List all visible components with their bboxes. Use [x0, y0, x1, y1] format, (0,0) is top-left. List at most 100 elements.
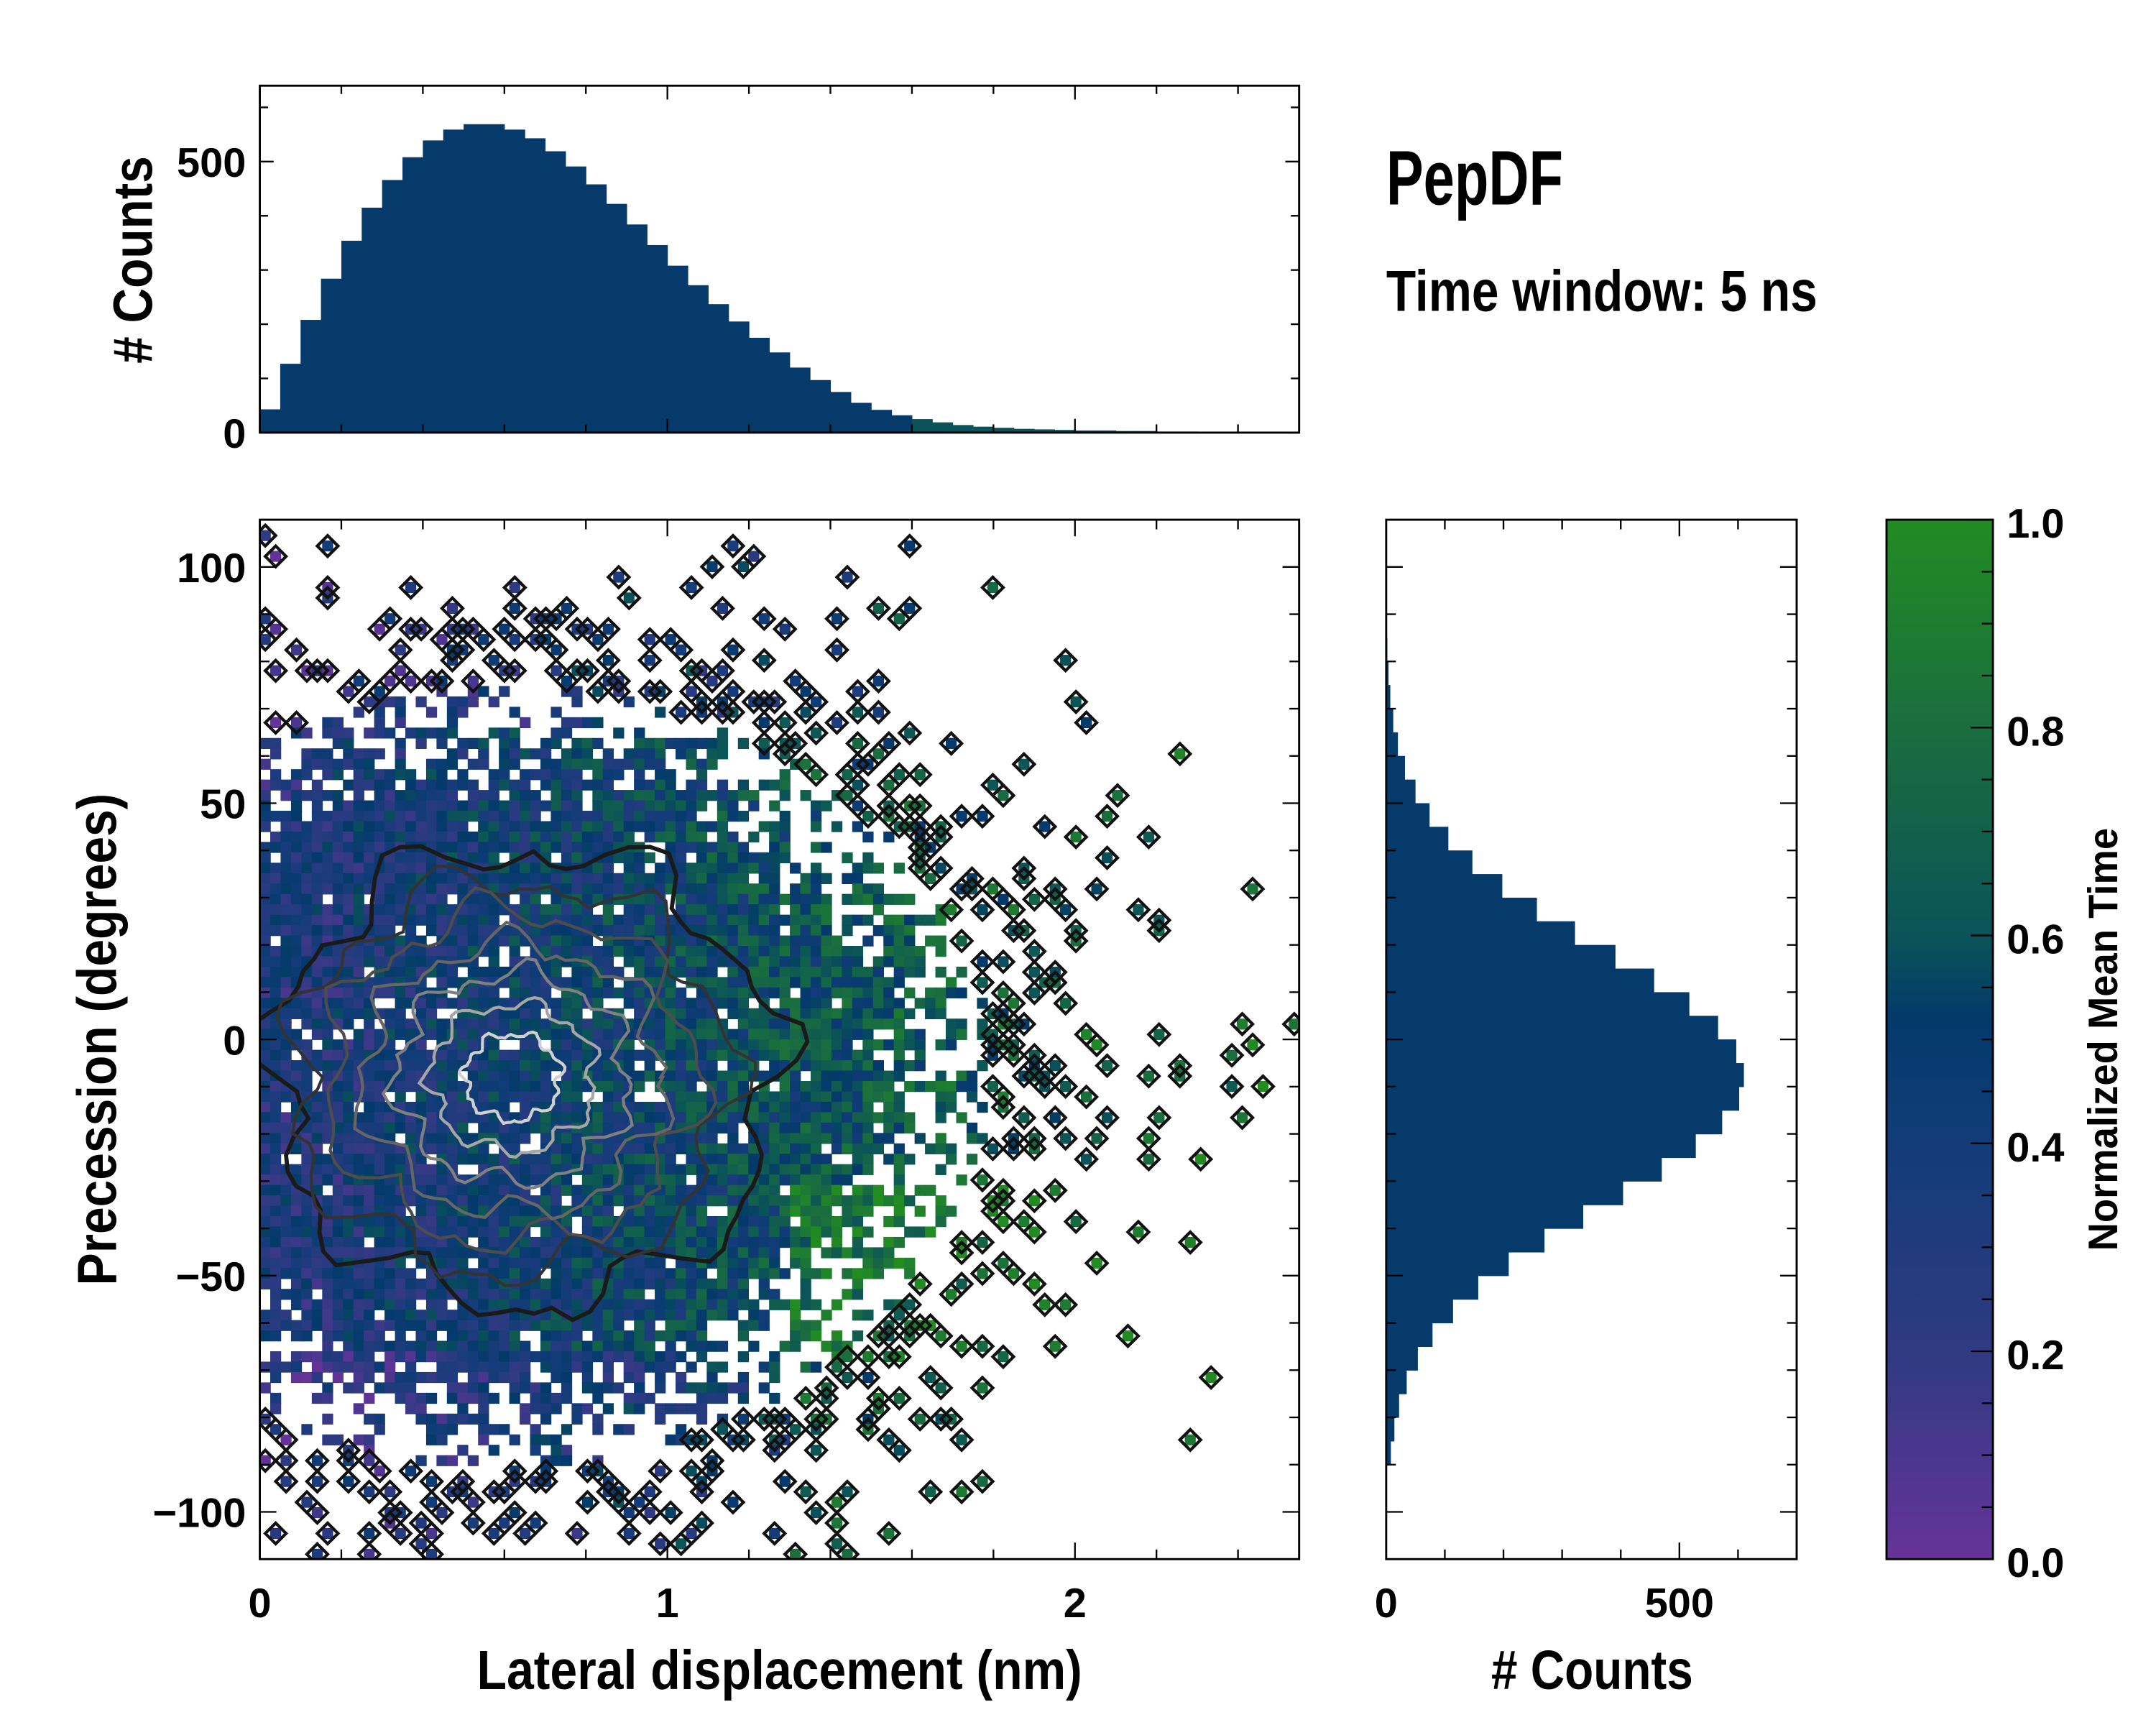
heatmap-cell	[520, 1527, 531, 1540]
heatmap-cell	[259, 1184, 271, 1196]
heatmap-cell	[425, 811, 438, 822]
heatmap-cell	[270, 551, 282, 562]
heatmap-cell	[737, 1257, 749, 1269]
heatmap-cell	[790, 1299, 801, 1310]
heatmap-cell	[446, 998, 459, 1009]
heatmap-cell	[540, 1278, 552, 1289]
heatmap-cell	[395, 987, 406, 999]
heatmap-cell	[748, 904, 760, 916]
heatmap-cell	[270, 1112, 282, 1123]
heatmap-cell	[290, 873, 303, 884]
heatmap-cell	[737, 935, 749, 947]
heatmap-cell	[727, 1081, 739, 1092]
heatmap-cell	[893, 1070, 905, 1082]
heatmap-cell	[311, 779, 323, 791]
heatmap-cell	[301, 1070, 313, 1082]
heatmap-cell	[280, 893, 292, 905]
heatmap-cell	[686, 935, 697, 947]
heatmap-cell	[935, 1039, 946, 1051]
heatmap-cell	[353, 1340, 364, 1352]
heatmap-cell	[446, 1382, 459, 1394]
heatmap-cell	[509, 1371, 520, 1384]
top-histogram-bar	[891, 415, 913, 433]
outline-contour	[834, 1541, 860, 1560]
heatmap-cell	[904, 1268, 916, 1279]
heatmap-cell	[727, 811, 739, 822]
heatmap-cell	[550, 935, 562, 947]
heatmap-cell	[520, 1382, 531, 1394]
heatmap-cell	[425, 1434, 438, 1445]
outline-contour	[1281, 1011, 1299, 1037]
heatmap-cell	[696, 862, 708, 874]
heatmap-cell	[530, 1289, 541, 1300]
heatmap-cell	[644, 1310, 655, 1321]
heatmap-cell	[280, 779, 292, 791]
heatmap-cell	[478, 1434, 489, 1445]
heatmap-cell	[800, 1008, 811, 1019]
heatmap-cell	[758, 1018, 770, 1030]
heatmap-cell	[499, 883, 510, 895]
heatmap-cell	[644, 790, 655, 801]
heatmap-cell	[520, 842, 531, 853]
heatmap-cell	[280, 1049, 292, 1061]
top-histogram-bar	[789, 367, 811, 433]
heatmap-cell	[311, 1476, 323, 1487]
heatmap-cell	[425, 1174, 438, 1186]
heatmap-cell	[322, 1299, 333, 1310]
heatmap-cell	[811, 987, 822, 999]
heatmap-cell	[332, 842, 344, 853]
heatmap-cell	[676, 748, 687, 760]
heatmap-cell	[811, 893, 822, 905]
outline-contour	[315, 533, 341, 559]
heatmap-cell	[270, 893, 282, 905]
outline-contour	[1188, 1146, 1214, 1172]
heatmap-cell	[561, 676, 573, 687]
outline-contour	[429, 1500, 455, 1525]
heatmap-cell	[446, 1216, 459, 1228]
heatmap-cell	[1091, 1257, 1102, 1269]
heatmap-cell	[509, 1257, 520, 1269]
heatmap-cell	[925, 1371, 936, 1384]
heatmap-cell	[270, 1060, 282, 1072]
heatmap-cell	[520, 1247, 531, 1259]
heatmap-cell	[270, 1371, 282, 1384]
heatmap-cell	[332, 1112, 344, 1123]
heatmap-cell	[842, 1133, 853, 1144]
heatmap-cell	[634, 966, 645, 978]
heatmap-cell	[374, 1112, 385, 1123]
heatmap-cell	[790, 883, 801, 895]
heatmap-cell	[364, 1268, 375, 1279]
heatmap-cell	[676, 1143, 687, 1154]
right-histogram-bar	[1386, 1086, 1740, 1111]
heatmap-cell	[634, 1320, 645, 1331]
right-histogram-bar	[1386, 897, 1537, 922]
heatmap-cell	[966, 1154, 978, 1165]
heatmap-cell	[259, 1320, 271, 1331]
heatmap-cell	[623, 1424, 635, 1435]
heatmap-cell	[530, 1039, 541, 1051]
heatmap-cell	[530, 893, 541, 905]
heatmap-cell	[322, 883, 333, 895]
heatmap-cell	[311, 1174, 323, 1186]
heatmap-cell	[488, 1361, 499, 1373]
heatmap-cell	[436, 1455, 448, 1466]
heatmap-cell	[332, 1361, 344, 1373]
heatmap-cell	[550, 1371, 562, 1384]
heatmap-cell	[520, 873, 531, 884]
outline-contour	[440, 637, 465, 663]
heatmap-cell	[581, 1361, 594, 1373]
heatmap-cell	[696, 1268, 708, 1279]
heatmap-cell	[946, 1029, 957, 1040]
outline-contour	[969, 970, 995, 995]
heatmap-cell	[811, 998, 822, 1009]
heatmap-cell	[467, 1154, 479, 1165]
outline-contour	[1053, 897, 1079, 923]
heatmap-cell	[561, 602, 573, 615]
heatmap-cell	[758, 883, 770, 895]
heatmap-cell	[686, 946, 697, 957]
outline-contour	[606, 1479, 632, 1505]
heatmap-cell	[280, 987, 292, 999]
heatmap-cell	[509, 1392, 520, 1404]
heatmap-cell	[259, 1310, 271, 1321]
heatmap-cell	[343, 1018, 354, 1030]
